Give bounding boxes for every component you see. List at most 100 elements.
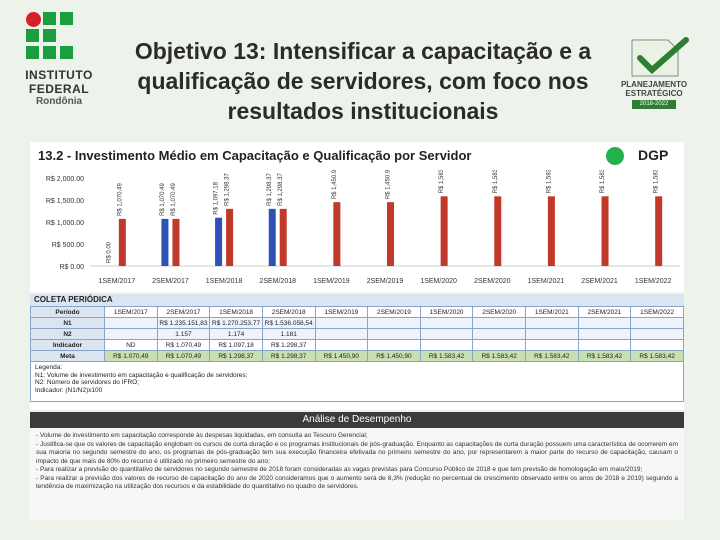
data-label: R$ 1,450.90 bbox=[386, 170, 392, 199]
data-label: R$ 1,097.18 bbox=[214, 181, 220, 214]
x-tick-label: 2SEM/2019 bbox=[367, 278, 404, 285]
plan-logo-line1: PLANEJAMENTO bbox=[620, 80, 688, 89]
analysis-line: - Volume de investimento em capacitação … bbox=[36, 432, 368, 439]
table-cell bbox=[104, 317, 158, 329]
table-cell: 1.181 bbox=[261, 328, 316, 340]
table-cell: 1SEM/2018 bbox=[209, 306, 263, 318]
table-cell: R$ 1.583,42 bbox=[577, 350, 632, 362]
x-tick-label: 2SEM/2021 bbox=[581, 278, 618, 285]
x-tick-label: 1SEM/2017 bbox=[99, 278, 136, 285]
table-cell bbox=[525, 328, 579, 340]
analysis-text: - Volume de investimento em capacitação … bbox=[30, 428, 684, 520]
institute-logo: INSTITUTO FEDERAL Rondônia bbox=[4, 4, 114, 124]
bar bbox=[161, 218, 169, 266]
table-row: Indicador ND R$ 1.070,49 R$ 1.097,18 R$ 1.29… bbox=[30, 339, 684, 351]
strategic-plan-logo: PLANEJAMENTO ESTRATÉGICO 2018-2022 bbox=[606, 36, 702, 120]
bar-chart: R$ 0.00 R$ 500.00 R$ 1,000.00 R$ 1,500.00 R$… bbox=[46, 170, 680, 285]
data-label: R$ 1,298.37 bbox=[225, 173, 231, 206]
table-cell: R$ 1.583,42 bbox=[525, 350, 579, 362]
data-label: R$ 1,583.42 bbox=[493, 170, 499, 193]
table-cell: R$ 1.298,37 bbox=[261, 339, 316, 351]
table-cell bbox=[367, 317, 421, 329]
table-cell bbox=[630, 317, 684, 329]
table-cell bbox=[419, 328, 474, 340]
table-cell bbox=[577, 328, 632, 340]
table-cell: 1SEM/2020 bbox=[419, 306, 474, 318]
table-row: Meta R$ 1.070,49 R$ 1.070,49 R$ 1.298,37 R$ … bbox=[30, 350, 684, 362]
table-cell bbox=[419, 317, 474, 329]
table-cell bbox=[314, 339, 369, 351]
data-label: R$ 1,450.90 bbox=[332, 170, 338, 199]
bar bbox=[118, 218, 126, 266]
y-tick-label: R$ 500.00 bbox=[52, 242, 84, 249]
table-cell bbox=[577, 339, 632, 351]
table-cell bbox=[577, 317, 632, 329]
table-cell bbox=[525, 339, 579, 351]
table-cell: 1SEM/2017 bbox=[104, 306, 158, 318]
table-cell: 2SEM/2020 bbox=[472, 306, 526, 318]
data-label: R$ 1,298.37 bbox=[278, 173, 284, 206]
indicator-header: 13.2 - Investimento Médio em Capacitação… bbox=[30, 142, 684, 170]
table-cell: 1SEM/2021 bbox=[525, 306, 579, 318]
table-cell: 2SEM/2019 bbox=[367, 306, 421, 318]
investment-chart: R$ 0.00 R$ 500.00 R$ 1,000.00 R$ 1,500.00 R$… bbox=[30, 170, 684, 292]
table-cell: 1SEM/2022 bbox=[630, 306, 684, 318]
table-row: N1 R$ 1.235.151,83 R$ 1.270.253,77 R$ 1.536… bbox=[30, 317, 684, 329]
bar bbox=[172, 218, 180, 266]
row-label: Meta bbox=[30, 350, 105, 362]
table-cell: 1.157 bbox=[156, 328, 211, 340]
data-table: Período 1SEM/2017 2SEM/2017 1SEM/2018 2SEM/2… bbox=[30, 306, 684, 362]
bar bbox=[440, 196, 448, 266]
table-cell: R$ 1.270.253,77 bbox=[209, 317, 263, 329]
table-cell: 1SEM/2019 bbox=[314, 306, 369, 318]
legend-line: Indicador: (N1/N2)x100 bbox=[35, 386, 103, 394]
x-tick-label: 2SEM/2017 bbox=[152, 278, 189, 285]
table-cell bbox=[472, 339, 526, 351]
y-tick-label: R$ 1,500.00 bbox=[46, 198, 84, 205]
x-tick-label: 2SEM/2018 bbox=[259, 278, 296, 285]
x-tick-label: 1SEM/2021 bbox=[528, 278, 565, 285]
x-tick-label: 1SEM/2019 bbox=[313, 278, 350, 285]
table-cell: R$ 1.583,42 bbox=[630, 350, 684, 362]
table-cell bbox=[367, 328, 421, 340]
bar bbox=[268, 208, 276, 266]
x-tick-label: 2SEM/2020 bbox=[474, 278, 511, 285]
table-cell: R$ 1.070,49 bbox=[156, 350, 211, 362]
institute-logo-mark bbox=[26, 12, 92, 62]
data-label: R$ 1,298.37 bbox=[267, 173, 273, 206]
table-cell: R$ 1.097,18 bbox=[209, 339, 263, 351]
table-cell bbox=[314, 317, 369, 329]
x-tick-label: 1SEM/2018 bbox=[206, 278, 243, 285]
table-cell: R$ 1.070,49 bbox=[104, 350, 158, 362]
table-cell: R$ 1.235.151,83 bbox=[156, 317, 211, 329]
bar bbox=[215, 217, 223, 266]
responsible-unit: DGP bbox=[638, 147, 669, 163]
table-cell bbox=[367, 339, 421, 351]
x-tick-label: 1SEM/2022 bbox=[635, 278, 672, 285]
table-cell: 2SEM/2017 bbox=[156, 306, 211, 318]
table-cell: 2SEM/2021 bbox=[577, 306, 632, 318]
institute-name-line2: FEDERAL bbox=[28, 82, 90, 96]
status-indicator bbox=[606, 147, 624, 165]
data-label: R$ 1,583.42 bbox=[654, 170, 660, 193]
table-cell bbox=[472, 317, 526, 329]
data-label: R$ 1,070.49 bbox=[171, 183, 177, 216]
indicator-title: 13.2 - Investimento Médio em Capacitação… bbox=[38, 148, 472, 163]
analysis-line: - Para realizar a previsão dos valores d… bbox=[36, 474, 678, 491]
row-label: Indicador bbox=[30, 339, 105, 351]
y-tick-label: R$ 2,000.00 bbox=[46, 176, 84, 183]
row-label: N1 bbox=[30, 317, 105, 329]
table-cell bbox=[314, 328, 369, 340]
table-legend: Legenda: N1: Volume de investimento em c… bbox=[30, 362, 684, 402]
data-label: R$ 1,583.42 bbox=[439, 170, 445, 193]
data-label: R$ 1,070.49 bbox=[117, 183, 123, 216]
plan-logo-years: 2018-2022 bbox=[632, 100, 676, 109]
page-title: Objetivo 13: Intensificar a capacitação … bbox=[134, 38, 592, 124]
data-label: R$ 1,583.42 bbox=[600, 170, 606, 193]
legend-line: N1: Volume de investimento em capacitaçã… bbox=[35, 371, 248, 379]
analysis-line: - Justifica-se que os valores de capacit… bbox=[36, 440, 678, 465]
table-cell: R$ 1.536.058,54 bbox=[261, 317, 316, 329]
table-heading: COLETA PERIÓDICA bbox=[30, 294, 684, 306]
bar bbox=[279, 208, 287, 266]
bar bbox=[494, 196, 502, 266]
